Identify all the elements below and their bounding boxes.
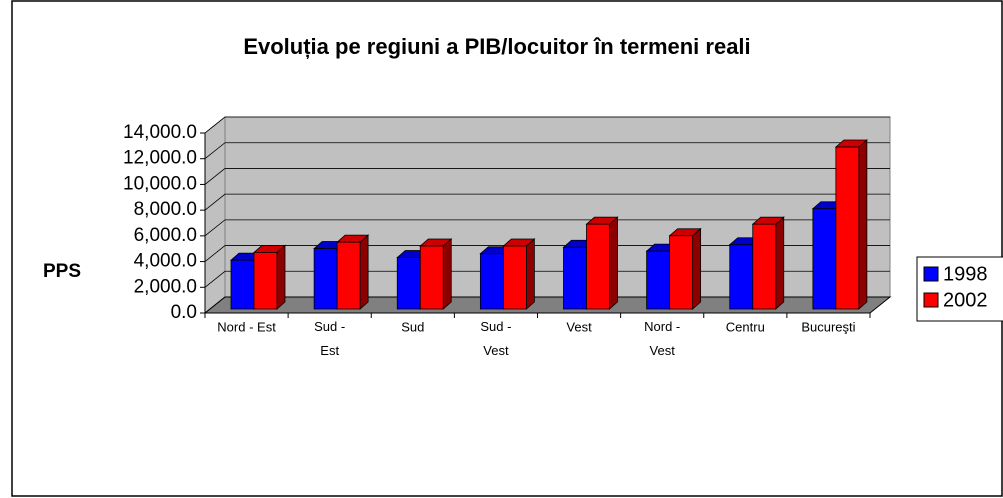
x-tick-label: Nord - Est <box>217 319 276 334</box>
bar <box>230 259 255 310</box>
bar <box>752 223 777 310</box>
side-wall <box>204 115 226 315</box>
x-tick-label-line: Nord - <box>644 319 680 334</box>
bar <box>563 246 587 310</box>
x-tick-label: Nord - Vest <box>644 319 680 358</box>
bar-side <box>692 227 702 310</box>
x-tick-label-line: Vest <box>650 343 676 358</box>
bar-side <box>359 234 369 310</box>
x-tick-label: Bucureşti <box>801 319 855 334</box>
bar <box>419 245 444 310</box>
bar <box>502 245 527 310</box>
bar <box>646 250 671 310</box>
x-tick-label: Centru <box>726 319 765 334</box>
grid-line <box>204 116 890 134</box>
bar-side <box>276 244 286 310</box>
grid-line <box>204 142 890 160</box>
y-tick-label: 4,000.0 <box>134 251 197 272</box>
legend-swatch <box>923 266 939 282</box>
bar <box>729 244 754 310</box>
bar <box>586 223 610 310</box>
grid-line <box>204 168 890 185</box>
y-tick-label: 10,000.0 <box>123 173 197 194</box>
bar <box>313 248 338 310</box>
legend-swatch <box>923 292 939 308</box>
bar-side <box>858 139 868 310</box>
bar <box>669 235 694 310</box>
bar <box>812 208 837 310</box>
legend-label: 1998 <box>943 263 988 285</box>
bar-side <box>442 238 452 310</box>
x-tick-label-line: Sud - <box>480 319 511 334</box>
grid-line <box>204 193 890 211</box>
x-tick-label: Sud <box>401 319 424 334</box>
x-tick-label-line: Vest <box>483 343 509 358</box>
bar <box>336 241 361 310</box>
floor <box>203 296 892 314</box>
grid-line <box>204 219 890 237</box>
y-tick-label: 14,000.0 <box>123 122 197 143</box>
y-tick-label: 12,000.0 <box>123 148 197 169</box>
x-tick-label-line: Est <box>320 343 339 358</box>
bar-side <box>609 216 618 310</box>
x-tick-label: Sud - Vest <box>480 319 511 358</box>
legend-label: 2002 <box>943 289 988 311</box>
bar <box>835 146 860 310</box>
bar-side <box>775 216 785 310</box>
bar <box>479 253 504 310</box>
y-tick-label: 8,000.0 <box>134 199 197 220</box>
y-tick-label: 2,000.0 <box>134 276 197 297</box>
bar <box>396 257 421 310</box>
chart-title: Evoluția pe regiuni a PIB/locuitor în te… <box>243 34 750 59</box>
bar <box>253 252 278 310</box>
x-tick-label: Vest <box>566 319 592 334</box>
x-tick-label-line: Sud - <box>314 319 345 334</box>
y-tick-label: 0.0 <box>171 302 197 323</box>
y-tick-label: 6,000.0 <box>134 225 197 246</box>
x-tick-label: Sud - Est <box>314 319 345 358</box>
y-axis-label: PPS <box>43 261 81 282</box>
bar-side <box>525 238 535 310</box>
